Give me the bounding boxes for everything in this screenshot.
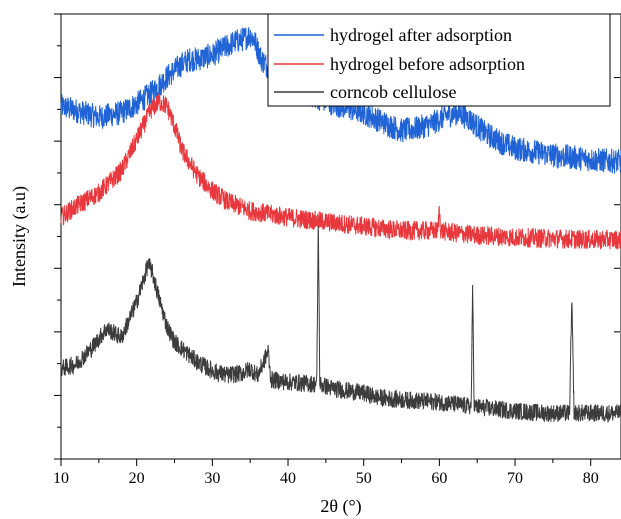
x-tick-label: 20: [129, 470, 145, 487]
y-axis-title: Intensity (a.u): [9, 186, 30, 287]
x-axis: 10 20 30 40 50 60 70 80: [53, 459, 599, 487]
x-tick-label: 40: [280, 470, 296, 487]
series-line-1: [60, 93, 621, 250]
legend: hydrogel after adsorption hydrogel befor…: [267, 13, 611, 107]
x-tick-label: 80: [583, 470, 599, 487]
x-tick-label: 70: [507, 470, 523, 487]
series-line-2: [60, 226, 621, 423]
legend-label-before: hydrogel before adsorption: [330, 54, 525, 74]
right-axis-ticks: [614, 77, 620, 333]
x-tick-label: 10: [53, 470, 69, 487]
x-tick-label: 60: [431, 470, 447, 487]
legend-box: [267, 13, 611, 107]
x-axis-title: 2θ (°): [320, 496, 361, 517]
x-tick-label: 30: [204, 470, 220, 487]
plot-area: 10 20 30 40 50 60 70 80: [53, 13, 621, 487]
y-axis: [54, 13, 61, 460]
legend-label-cellulose: corncob cellulose: [330, 82, 456, 102]
legend-label-after: hydrogel after adsorption: [330, 25, 512, 45]
x-tick-label: 50: [356, 470, 372, 487]
